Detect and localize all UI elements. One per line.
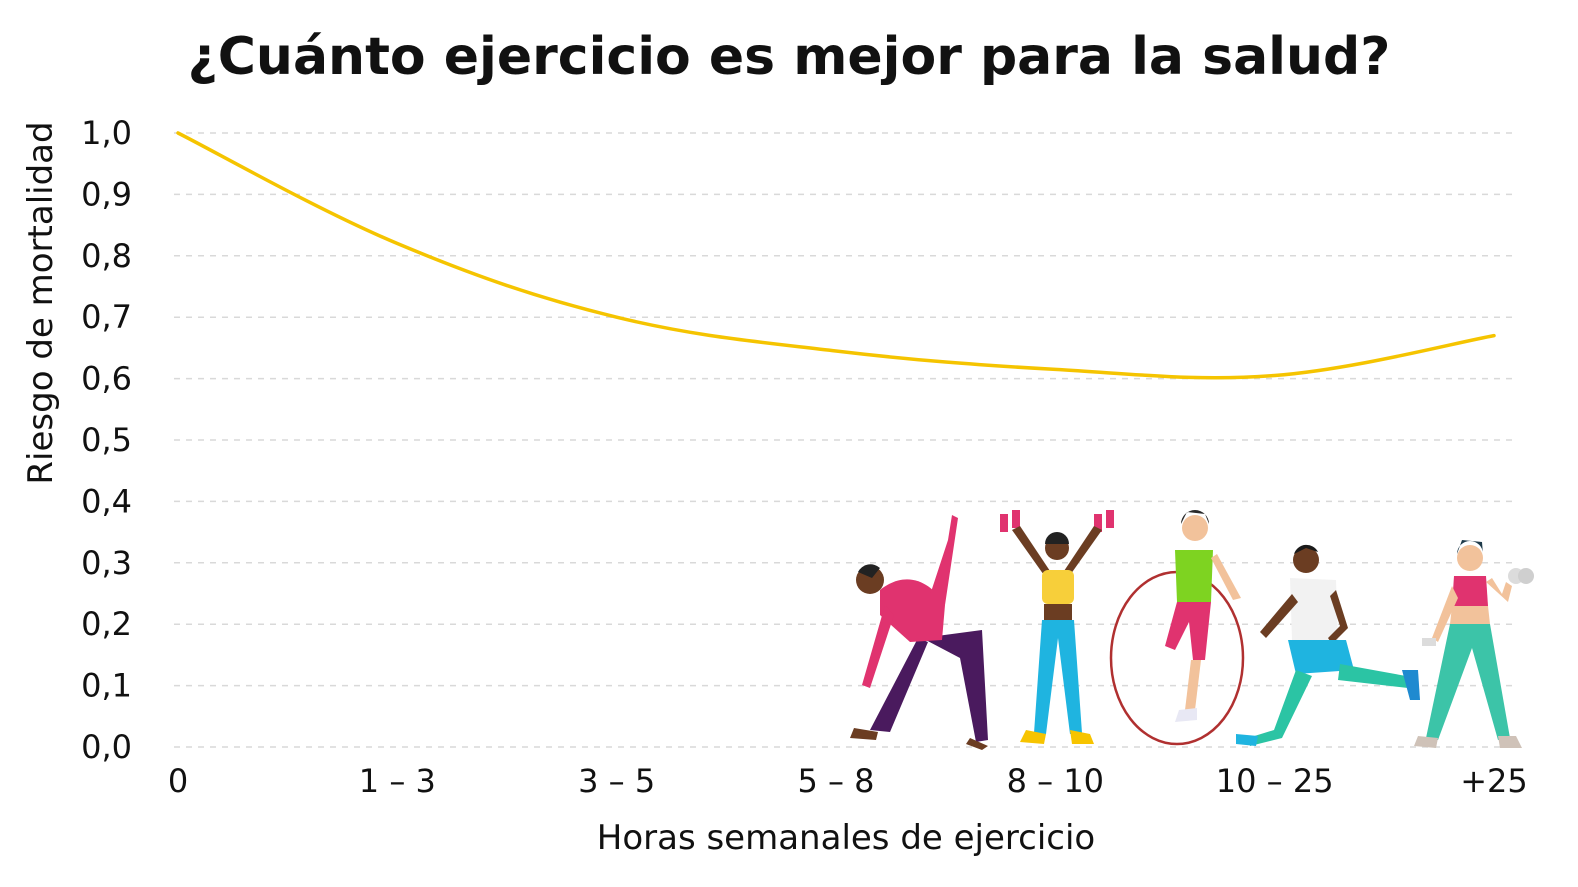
y-tick-label: 1,0	[81, 114, 132, 152]
y-tick-label: 0,0	[81, 728, 132, 766]
x-axis-label: Horas semanales de ejercicio	[597, 818, 1095, 858]
y-tick-label: 0,7	[81, 298, 132, 336]
y-tick-label: 0,6	[81, 360, 132, 398]
x-tick-label: 8 – 10	[1007, 762, 1104, 800]
chart-title: ¿Cuánto ejercicio es mejor para la salud…	[188, 27, 1391, 87]
y-tick-label: 0,4	[81, 482, 132, 520]
y-tick-label: 0,2	[81, 605, 132, 643]
y-tick-label: 0,5	[81, 421, 132, 459]
series-line	[176, 131, 1496, 380]
y-tick-label: 0,8	[81, 237, 132, 275]
x-tick-label: 5 – 8	[797, 762, 874, 800]
y-tick-label: 0,3	[81, 544, 132, 582]
arm-curl-figure-icon	[1414, 540, 1534, 748]
y-tick-label: 0,9	[81, 175, 132, 213]
x-tick-labels: 0 1 – 3 3 – 5 5 – 8 8 – 10 10 – 25 +25	[168, 762, 1528, 800]
dumbbell-lift-figure-icon	[1000, 510, 1114, 744]
y-axis-label: Riesgo de mortalidad	[21, 121, 61, 484]
x-tick-label: 10 – 25	[1216, 762, 1334, 800]
series-layer	[176, 131, 1496, 380]
x-tick-label: 3 – 5	[578, 762, 655, 800]
y-tick-labels: 0,0 0,1 0,2 0,3 0,4 0,5 0,6 0,7 0,8 0,9 1,0	[81, 114, 132, 766]
exercise-illustrations	[850, 510, 1534, 750]
running-figure-icon	[1236, 544, 1420, 746]
jump-rope-figure-icon	[1109, 510, 1245, 746]
x-tick-label: 1 – 3	[359, 762, 436, 800]
y-tick-label: 0,1	[81, 667, 132, 705]
x-tick-label: 0	[168, 762, 188, 800]
stretching-figure-icon	[850, 515, 988, 750]
x-tick-label: +25	[1460, 762, 1528, 800]
